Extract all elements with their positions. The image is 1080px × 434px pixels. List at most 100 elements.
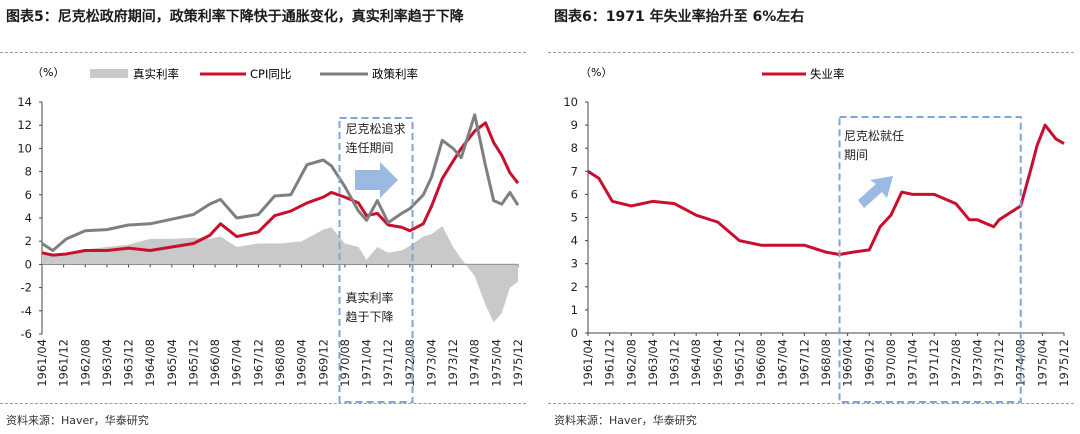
x-tick-label: 1961/04: [581, 339, 595, 387]
x-tick-label: 1970/08: [338, 339, 352, 387]
x-tick-label: 1974/08: [1014, 339, 1028, 387]
series-line-cpi: [41, 121, 520, 257]
title-divider: [0, 52, 526, 54]
y-tick-label: 2: [571, 280, 578, 294]
y-tick-label: 4: [571, 234, 578, 248]
y-tick-label: 8: [571, 141, 578, 155]
chart-legend: （%） 失业率: [580, 66, 845, 81]
x-tick-label: 1973/12: [446, 339, 460, 387]
trend-arrow-icon: [858, 176, 893, 208]
y-tick-label: 9: [571, 118, 578, 132]
x-tick-label: 1965/12: [732, 339, 746, 387]
figure-5-title: 图表5：尼克松政府期间，政策利率下降快于通胀变化，真实利率趋于下降: [6, 7, 522, 28]
title-divider: [548, 52, 1074, 54]
annotation-nixon-term: 尼克松就任期间: [844, 129, 904, 162]
y-tick-label: 10: [563, 95, 578, 109]
y-tick-label: -4: [21, 304, 32, 318]
x-tick-label: 1973/12: [992, 339, 1006, 387]
x-tick-label: 1973/04: [970, 339, 984, 387]
x-tick-label: 1973/04: [424, 339, 438, 387]
x-tick-label: 1969/12: [316, 339, 330, 387]
x-tick-label: 1964/08: [143, 339, 157, 387]
source-divider: [0, 403, 526, 405]
policy-rate-chart: （%） 真实利率 CPI同比 政策利率 -6 -4 -2 0 2 4 6 8 10 12 14 196…: [17, 66, 525, 403]
y-tick-label: 8: [25, 165, 32, 179]
x-tick-label: 1962/08: [78, 339, 92, 387]
y-tick-label: 0: [571, 326, 578, 340]
series-area-real-rate: [42, 226, 518, 323]
x-tick-label: 1966/08: [208, 339, 222, 387]
x-tick-label: 1971/12: [381, 339, 395, 387]
x-tick-label: 1961/12: [603, 339, 617, 387]
y-tick-label: 1: [571, 303, 578, 317]
y-tick-label: -6: [21, 327, 32, 341]
x-tick-label: 1967/12: [251, 339, 265, 387]
x-tick-label: 1967/12: [797, 339, 811, 387]
x-tick-label: 1963/12: [668, 339, 682, 387]
x-tick-label: 1969/04: [295, 339, 309, 387]
y-tick-label: 6: [571, 187, 578, 201]
y-tick-label: -2: [21, 281, 32, 295]
figure-5-source: 资料来源：Haver，华泰研究: [6, 414, 149, 427]
figure-6-source: 资料来源：Haver，华泰研究: [554, 414, 697, 427]
legend-label-cpi: CPI同比: [250, 67, 291, 81]
x-tick-label: 1974/08: [468, 339, 482, 387]
figure-5-number: 图表5：: [6, 9, 58, 25]
x-tick-label: 1970/08: [884, 339, 898, 387]
x-tick-label: 1961/12: [57, 339, 71, 387]
x-tick-label: 1968/08: [273, 339, 287, 387]
y-tick-label: 0: [25, 257, 32, 271]
highlight-period-box: [338, 117, 414, 403]
y-tick-label: 5: [571, 211, 578, 225]
y-tick-label: 12: [17, 118, 32, 132]
x-tick-label: 1965/04: [711, 339, 725, 387]
x-tick-label: 1968/08: [819, 339, 833, 387]
legend-label-real-rate: 真实利率: [133, 67, 179, 81]
chart-legend: （%） 真实利率 CPI同比 政策利率: [32, 66, 418, 81]
series-line-policy-rate: [41, 113, 520, 252]
x-tick-label: 1965/12: [186, 339, 200, 387]
highlight-period-box: [838, 116, 1022, 403]
x-tick-label: 1972/08: [403, 339, 417, 387]
y-tick-label: 4: [25, 211, 32, 225]
figure-5-panel: 图表5：尼克松政府期间，政策利率下降快于通胀变化，真实利率趋于下降 （%） 真实…: [0, 0, 530, 434]
source-divider: [548, 403, 1074, 405]
figure-5-title-text: 尼克松政府期间，政策利率下降快于通胀变化，真实利率趋于下降: [57, 9, 464, 25]
y-tick-label: 6: [25, 188, 32, 202]
annotation-reelection-period: 尼克松追求连任期间: [346, 121, 406, 155]
y-tick-label: 14: [17, 95, 32, 109]
y-tick-label: 2: [25, 234, 32, 248]
x-tick-label: 1972/08: [949, 339, 963, 387]
y-tick-label: 7: [571, 164, 578, 178]
legend-swatch-real-rate: [90, 69, 128, 78]
x-tick-label: 1969/12: [862, 339, 876, 387]
figure-6-title-text: 1971 年失业率抬升至 6%左右: [605, 9, 805, 25]
legend-label-policy-rate: 政策利率: [372, 67, 418, 81]
x-tick-label: 1971/12: [927, 339, 941, 387]
x-tick-label: 1961/04: [35, 339, 49, 387]
x-tick-label: 1971/04: [360, 339, 374, 387]
y-unit-label: （%）: [32, 66, 64, 79]
x-tick-label: 1962/08: [624, 339, 638, 387]
y-tick-label: 3: [571, 257, 578, 271]
x-tick-label: 1975/12: [1057, 339, 1071, 387]
x-tick-label: 1963/12: [122, 339, 136, 387]
y-tick-label: 10: [17, 141, 32, 155]
x-tick-label: 1963/04: [646, 339, 660, 387]
x-tick-label: 1966/08: [754, 339, 768, 387]
series-line-unemployment: [587, 123, 1065, 256]
x-tick-label: 1965/04: [165, 339, 179, 387]
x-tick-label: 1967/04: [230, 339, 244, 387]
unemployment-chart: （%） 失业率 0 1 2 3 4 5 6 7 8 9 10 1961/04 1961/12 1962/0…: [563, 66, 1071, 403]
x-tick-label: 1971/04: [906, 339, 920, 387]
x-tick-label: 1975/04: [489, 339, 503, 387]
trend-arrow-icon: [355, 162, 398, 198]
x-tick-label: 1969/04: [841, 339, 855, 387]
x-tick-label: 1975/04: [1035, 339, 1049, 387]
x-tick-label: 1967/04: [776, 339, 790, 387]
y-unit-label: （%）: [580, 66, 612, 79]
annotation-real-rate-falling: 真实利率趋于下降: [346, 290, 394, 324]
x-tick-label: 1964/08: [689, 339, 703, 387]
figure-6-panel: 图表6：1971 年失业率抬升至 6%左右 （%） 失业率 0 1 2 3 4 5 6 7 8 9…: [548, 0, 1080, 434]
legend-label-unemployment: 失业率: [810, 67, 845, 81]
